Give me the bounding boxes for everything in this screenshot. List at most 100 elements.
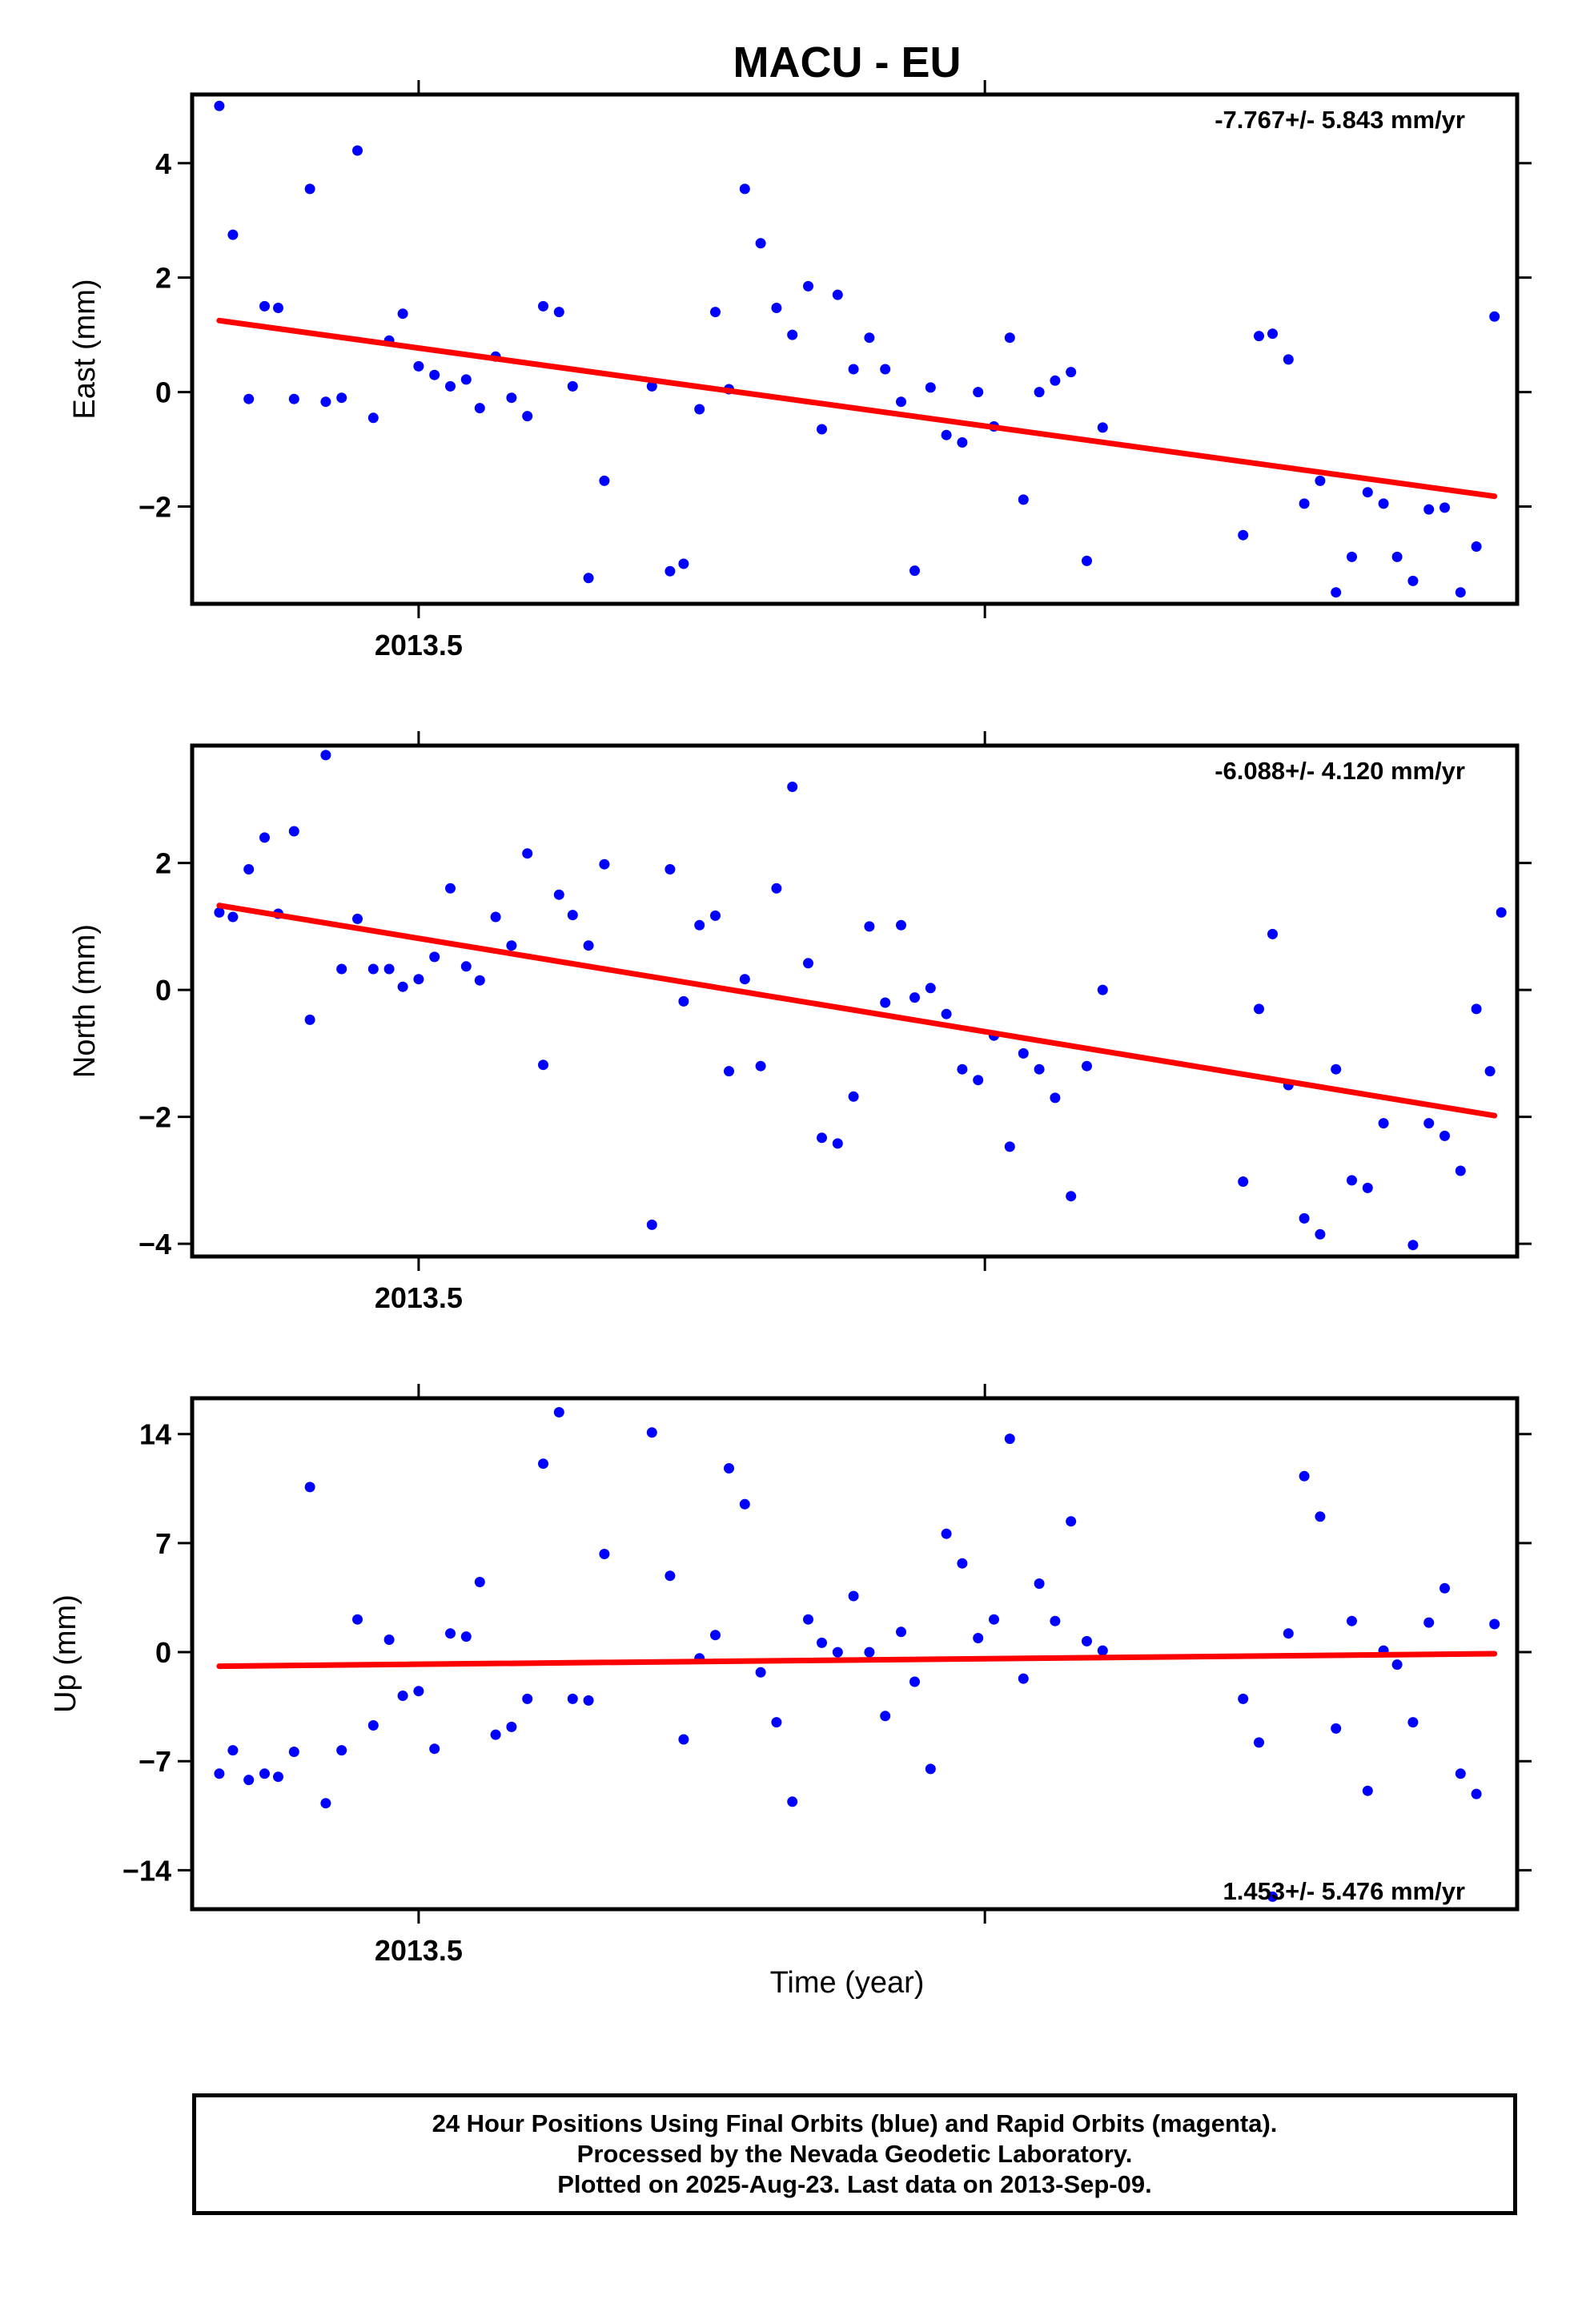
up-data-point — [771, 1717, 782, 1728]
east-data-point — [864, 332, 875, 344]
north-data-point — [1455, 1165, 1466, 1176]
up-data-point — [896, 1626, 906, 1638]
up-data-point — [304, 1482, 315, 1493]
east-data-point — [243, 393, 255, 404]
east-data-point — [1407, 575, 1419, 586]
east-data-point — [1004, 332, 1015, 344]
up-y-tick-label: 0 — [155, 1636, 171, 1669]
north-data-point — [925, 983, 936, 994]
north-data-point — [1496, 907, 1507, 918]
up-data-point — [1050, 1615, 1061, 1626]
up-panel: −14 −7 0 7 14 2013.5 Up (mm) 1.453+/- 5.476 mm/… — [49, 1384, 1532, 1967]
east-data-point — [1283, 354, 1294, 365]
up-data-point — [1299, 1470, 1310, 1482]
east-trend-line — [216, 317, 1498, 500]
up-data-point — [848, 1590, 859, 1602]
east-data-point — [1018, 494, 1029, 505]
north-data-point — [1238, 1176, 1249, 1187]
east-data-point — [1455, 587, 1466, 598]
up-data-point — [864, 1647, 875, 1658]
up-data-point — [1082, 1635, 1092, 1647]
east-data-point — [803, 280, 813, 292]
east-data-point — [352, 145, 363, 156]
north-data-point — [973, 1075, 984, 1086]
north-data-point — [227, 911, 239, 923]
north-data-point — [259, 832, 270, 843]
east-data-point — [957, 437, 968, 448]
up-data-point — [1423, 1617, 1435, 1628]
east-data-point — [739, 183, 750, 195]
north-trend-line — [216, 903, 1498, 1119]
up-rate-label: 1.453+/- 5.476 mm/yr — [1223, 1877, 1465, 1905]
footer-box: 24 Hour Positions Using Final Orbits (bl… — [192, 2093, 1517, 2215]
east-y-axis-label: East (mm) — [68, 279, 102, 419]
up-data-point — [1238, 1693, 1249, 1704]
east-y-tick-label: −2 — [139, 491, 171, 524]
east-data-point — [787, 329, 798, 340]
east-data-point — [1362, 487, 1373, 498]
up-data-point — [583, 1695, 594, 1706]
up-data-point — [941, 1528, 952, 1539]
north-data-point — [880, 997, 891, 1008]
north-data-point — [538, 1059, 548, 1071]
east-data-point — [538, 300, 548, 312]
north-data-point — [214, 907, 225, 918]
north-data-point — [1439, 1130, 1450, 1141]
east-data-point — [941, 429, 952, 440]
east-data-point — [474, 403, 485, 414]
east-data-point — [710, 307, 721, 318]
north-data-point — [413, 974, 424, 985]
up-data-point — [1471, 1788, 1482, 1799]
up-plot-frame — [190, 1396, 1520, 1912]
east-data-point — [909, 565, 920, 577]
north-data-point — [599, 858, 610, 870]
east-data-point — [553, 307, 564, 318]
up-data-point — [1407, 1717, 1419, 1728]
north-data-point — [1315, 1228, 1326, 1240]
east-data-point — [1423, 504, 1435, 515]
north-data-point — [1484, 1066, 1496, 1077]
east-data-point — [848, 364, 859, 375]
north-data-point — [665, 864, 676, 875]
north-data-point — [864, 921, 875, 932]
north-data-point — [941, 1008, 952, 1019]
north-data-point — [896, 919, 906, 931]
north-data-point — [506, 940, 517, 951]
up-data-point — [724, 1463, 734, 1474]
east-panel: −2 0 2 4 2013.5 East (mm) -7.767+/- 5.843 mm/y… — [68, 80, 1532, 661]
east-data-point — [1315, 475, 1326, 486]
east-data-point — [1299, 498, 1310, 509]
up-data-point — [397, 1691, 408, 1701]
east-data-point — [583, 573, 594, 584]
up-data-point — [880, 1711, 891, 1722]
up-data-point — [1066, 1516, 1077, 1527]
east-data-point — [817, 424, 827, 435]
north-data-point — [1050, 1092, 1061, 1104]
north-data-point — [1407, 1240, 1419, 1251]
north-data-point — [397, 981, 408, 992]
north-data-point — [957, 1063, 968, 1075]
up-y-tick-label: −14 — [122, 1854, 171, 1887]
up-data-point — [909, 1676, 920, 1687]
north-data-point — [490, 911, 501, 923]
up-data-point — [474, 1577, 485, 1587]
east-data-point — [1331, 587, 1342, 598]
north-data-point — [1254, 1003, 1264, 1015]
east-data-point — [1471, 541, 1482, 552]
up-data-point — [336, 1745, 347, 1756]
up-data-point — [957, 1558, 968, 1569]
east-data-point — [755, 238, 766, 249]
north-data-point — [445, 883, 456, 894]
east-y-tick-label: 4 — [155, 147, 171, 180]
north-data-point — [352, 913, 363, 924]
up-data-point — [817, 1637, 827, 1648]
north-data-point — [583, 940, 594, 951]
north-x-tick-label: 2013.5 — [375, 1281, 463, 1314]
north-data-point — [1378, 1118, 1389, 1129]
up-data-point — [803, 1614, 813, 1625]
up-data-point — [925, 1763, 936, 1775]
north-data-point — [1471, 1003, 1482, 1015]
east-data-point — [429, 369, 440, 380]
east-data-point — [522, 411, 533, 422]
